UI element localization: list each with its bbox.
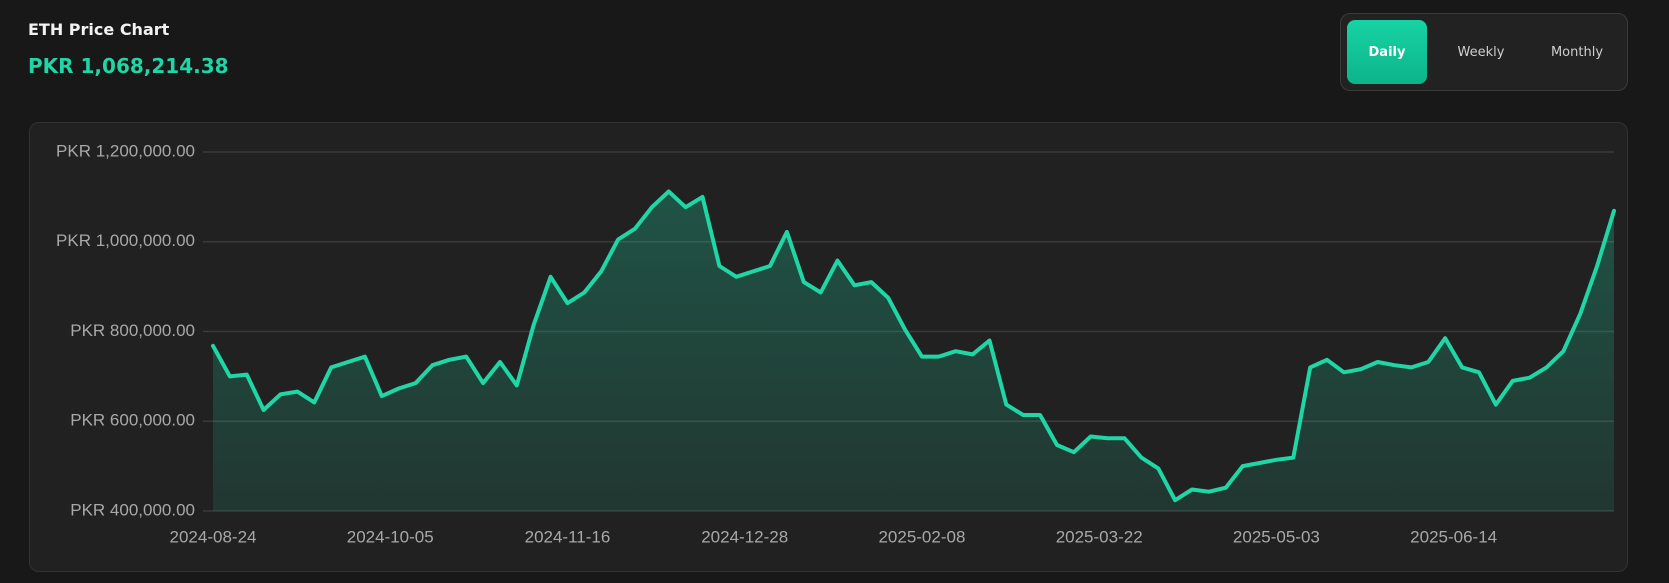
daily-button[interactable]: Daily [1347,20,1427,84]
x-tick-label: 2025-06-14 [1410,527,1497,546]
weekly-button[interactable]: Weekly [1457,44,1505,60]
current-price: PKR 1,068,214.38 [28,54,229,78]
y-tick-label: PKR 800,000.00 [70,321,195,340]
y-tick-label: PKR 400,000.00 [70,500,195,519]
monthly-button[interactable]: Monthly [1550,44,1604,60]
chart-title: ETH Price Chart [28,20,170,39]
x-tick-label: 2024-10-05 [347,527,434,546]
area [213,191,1614,511]
x-tick-label: 2025-03-22 [1056,527,1143,546]
x-tick-label: 2025-05-03 [1233,527,1320,546]
interval-toggle: Daily Weekly Monthly [1340,13,1628,91]
price-line [211,189,1616,503]
y-tick-label: PKR 1,000,000.00 [56,231,195,250]
y-tick-label: PKR 600,000.00 [70,411,195,430]
x-tick-label: 2025-02-08 [878,527,965,546]
y-tick-label: PKR 1,200,000.00 [56,141,195,160]
x-tick-label: 2024-11-16 [525,527,611,546]
x-tick-label: 2024-12-28 [701,527,788,546]
x-tick-label: 2024-08-24 [170,527,257,546]
